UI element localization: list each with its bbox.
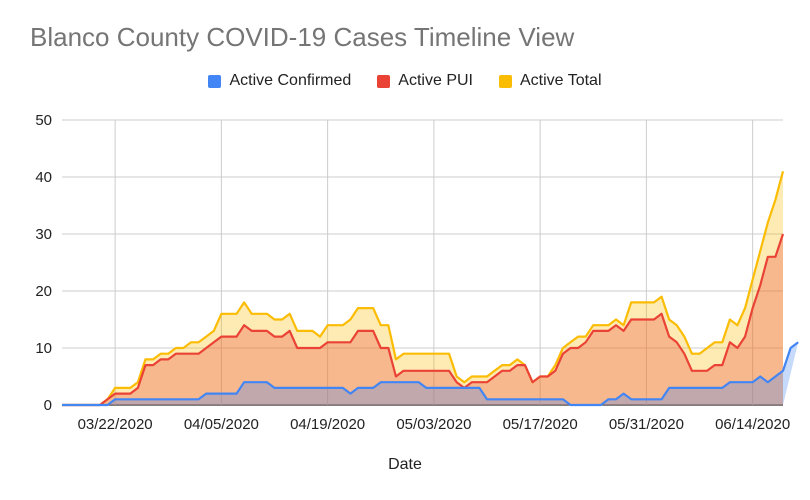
y-tick-label: 20 — [35, 283, 52, 300]
x-axis-label: Date — [388, 456, 422, 473]
y-tick-label: 30 — [35, 226, 52, 243]
x-tick-label: 03/22/2020 — [78, 416, 153, 433]
x-tick-label: 04/19/2020 — [290, 416, 365, 433]
y-tick-label: 10 — [35, 340, 52, 357]
area-active-pui — [62, 234, 783, 405]
legend-label-active-total: Active Total — [519, 72, 602, 89]
legend-swatch-active-total — [498, 74, 512, 88]
line-active-pui — [62, 233, 785, 407]
legend-label-active-confirmed: Active Confirmed — [229, 72, 352, 89]
legend-item-active-confirmed[interactable]: Active Confirmed — [208, 72, 351, 90]
legend-label-active-pui: Active PUI — [398, 72, 473, 89]
y-tick-label: 40 — [35, 169, 52, 186]
y-tick-label: 0 — [44, 397, 52, 414]
line-active-confirmed — [62, 341, 799, 407]
x-tick-label: 04/05/2020 — [184, 416, 259, 433]
x-tick-label: 05/03/2020 — [396, 416, 471, 433]
legend-item-active-total[interactable]: Active Total — [498, 72, 602, 90]
chart-legend: Active Confirmed Active PUI Active Total — [0, 72, 810, 90]
chart-title: Blanco County COVID-19 Cases Timeline Vi… — [30, 22, 575, 52]
x-tick-label: 05/31/2020 — [609, 416, 684, 433]
y-tick-label: 50 — [35, 112, 52, 129]
x-tick-label: 06/14/2020 — [715, 416, 790, 433]
area-active-confirmed — [62, 342, 799, 405]
area-active-total — [62, 171, 783, 405]
legend-swatch-active-confirmed — [208, 74, 222, 88]
legend-swatch-active-pui — [377, 74, 391, 88]
line-active-total — [62, 171, 785, 407]
x-tick-label: 05/17/2020 — [503, 416, 578, 433]
legend-item-active-pui[interactable]: Active PUI — [377, 72, 473, 90]
